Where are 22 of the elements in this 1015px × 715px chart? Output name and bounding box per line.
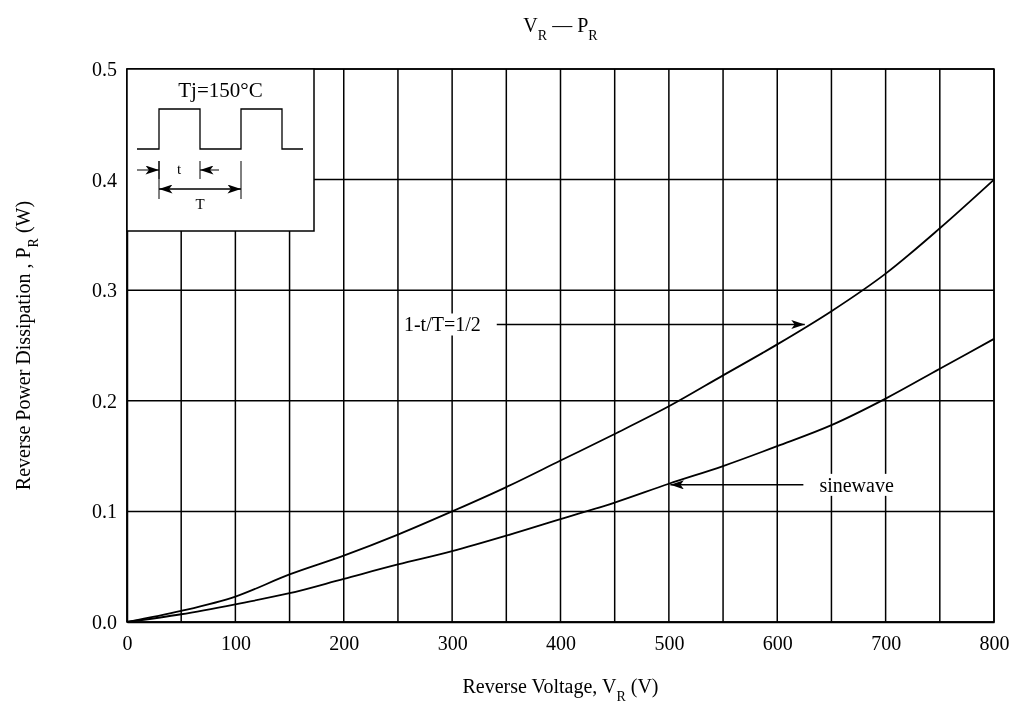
y-tick-label: 0.3 xyxy=(92,279,117,302)
annotation: Tj=150°C xyxy=(178,78,263,102)
y-tick-label: 0.1 xyxy=(92,500,117,523)
x-tick-label: 200 xyxy=(329,632,360,655)
annotation: sinewave xyxy=(819,473,894,496)
x-tick-label: 600 xyxy=(762,632,793,655)
x-tick-label: 700 xyxy=(871,632,902,655)
y-tick-label: 0.5 xyxy=(92,57,117,80)
x-tick-label: 800 xyxy=(979,632,1010,655)
annotation: T xyxy=(195,196,205,212)
x-tick-label: 300 xyxy=(437,632,468,655)
annotation: t xyxy=(176,161,182,177)
y-tick-label: 0.4 xyxy=(92,168,117,191)
x-tick-label: 500 xyxy=(654,632,685,655)
y-tick-label: 0.0 xyxy=(92,610,117,633)
x-tick-label: 0 xyxy=(122,632,133,655)
annotation: 1-t/T=1/2 xyxy=(403,313,481,336)
x-tick-label: 100 xyxy=(220,632,251,655)
x-axis-title: Reverse Voltage, V$_{R}$ (V) xyxy=(462,675,659,704)
chart-title: V$_{R}$ — P$_{R}$ xyxy=(523,14,599,43)
x-tick-label: 400 xyxy=(546,632,576,655)
y-tick-label: 0.2 xyxy=(92,389,117,412)
